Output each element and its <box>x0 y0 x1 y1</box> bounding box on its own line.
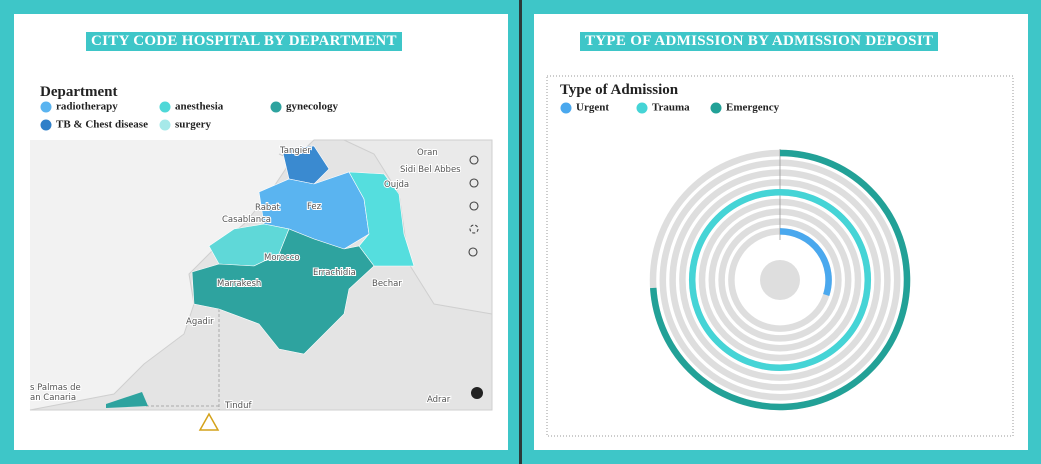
legend-label: Emergency <box>726 102 780 114</box>
legend-marker <box>40 101 52 113</box>
map-controls <box>468 155 479 257</box>
region-tb <box>281 145 330 185</box>
legend-title: Type of Admission <box>560 82 679 98</box>
place-label: Morocco <box>264 253 300 263</box>
chart-panel: TYPE OF ADMISSION BY ADMISSION DEPOSIT T… <box>534 14 1028 450</box>
center-disc <box>760 260 800 300</box>
legend-label: Urgent <box>576 102 609 114</box>
radial-bar <box>650 149 911 411</box>
region-anesthesia <box>348 171 415 267</box>
radial-bar <box>779 228 832 297</box>
zoom-in-button[interactable] <box>469 178 479 188</box>
layers-button[interactable] <box>469 155 479 165</box>
place-label: s Palmas de <box>30 383 81 393</box>
legend-marker <box>636 102 648 114</box>
place-label: Bechar <box>372 279 402 289</box>
legend-label: surgery <box>175 119 212 131</box>
legend-marker <box>159 101 171 113</box>
legend-label: gynecology <box>286 101 338 113</box>
place-label: Agadir <box>186 317 214 327</box>
info-button[interactable] <box>471 387 483 399</box>
legend-label: Trauma <box>652 102 690 114</box>
legend-label: TB & Chest disease <box>56 119 148 131</box>
place-label: Rabat <box>255 203 281 213</box>
place-label: Fez <box>307 202 322 212</box>
map-svg: Department radiotherapy anesthesia gynecol… <box>29 84 493 431</box>
search-button[interactable] <box>468 247 478 257</box>
place-label: an Canaria <box>30 393 76 403</box>
legend-label: anesthesia <box>175 101 224 113</box>
chart-frame <box>546 75 1014 437</box>
land-east <box>343 139 493 315</box>
place-label: Oran <box>417 148 438 158</box>
chart-title: TYPE OF ADMISSION BY ADMISSION DEPOSIT <box>580 32 939 51</box>
reset-button[interactable] <box>469 224 479 234</box>
chart-svg: Type of Admission Urgent Trauma Emergency <box>546 75 1014 437</box>
place-label: Adrar <box>427 395 451 405</box>
place-label: Oujda <box>384 180 409 190</box>
place-label: Errachidia <box>313 268 356 278</box>
region-gynecology <box>191 228 375 355</box>
legend-marker <box>560 102 572 114</box>
region-gynecology <box>106 392 148 408</box>
legend-title: Department <box>40 84 117 100</box>
map-title: CITY CODE HOSPITAL BY DEPARTMENT <box>86 32 402 51</box>
legend-marker <box>710 102 722 114</box>
map-panel: CITY CODE HOSPITAL BY DEPARTMENT Departm… <box>14 14 508 450</box>
place-label: Tangier <box>279 146 311 156</box>
legend-marker <box>159 119 171 131</box>
place-label: Sidi Bel Abbes <box>400 165 461 175</box>
radial-bar <box>688 188 872 372</box>
legend-label: radiotherapy <box>56 101 118 113</box>
legend-marker <box>40 119 52 131</box>
place-label: Marrakesh <box>217 279 261 289</box>
warning-icon <box>198 412 220 431</box>
place-label: Casablanca <box>222 215 271 225</box>
legend-marker <box>270 101 282 113</box>
divider <box>519 0 522 464</box>
place-label: Tinduf <box>224 401 252 411</box>
zoom-out-button[interactable] <box>469 201 479 211</box>
